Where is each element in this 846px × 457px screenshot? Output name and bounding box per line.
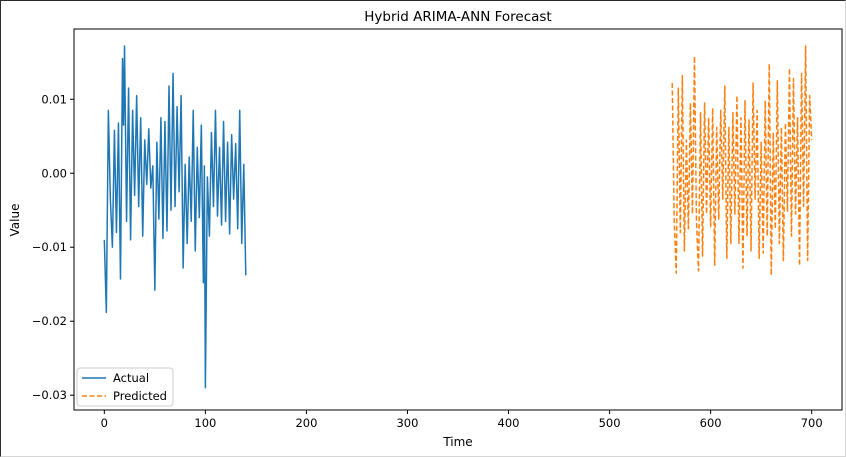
legend-label-actual: Actual [113,371,149,385]
y-tick-label: −0.01 [32,240,67,254]
x-tick-label: 400 [498,416,520,430]
y-axis-ticks: 0.01 0.00 −0.01 −0.02 −0.03 [32,92,74,402]
y-axis-label: Value [8,204,22,237]
x-tick-label: 100 [194,416,216,430]
x-tick-label: 500 [599,416,621,430]
x-tick-label: 300 [396,416,418,430]
series-line-predicted [671,45,813,277]
plot-frame [73,28,843,411]
x-tick-label: 0 [101,416,108,430]
y-tick-label: −0.02 [32,314,67,328]
legend: Actual Predicted [76,367,174,407]
x-axis-ticks: 0 100 200 300 400 500 600 700 [101,410,823,430]
y-tick-label: 0.01 [41,92,67,106]
x-tick-label: 200 [295,416,317,430]
x-axis-label: Time [442,435,472,449]
chart-title: Hybrid ARIMA-ANN Forecast [364,9,551,25]
y-tick-label: 0.00 [41,166,67,180]
legend-label-predicted: Predicted [113,389,167,403]
plot-area [73,28,843,411]
x-tick-label: 700 [801,416,823,430]
y-tick-label: −0.03 [32,388,67,402]
series-line-actual [103,45,247,389]
x-tick-label: 600 [700,416,722,430]
